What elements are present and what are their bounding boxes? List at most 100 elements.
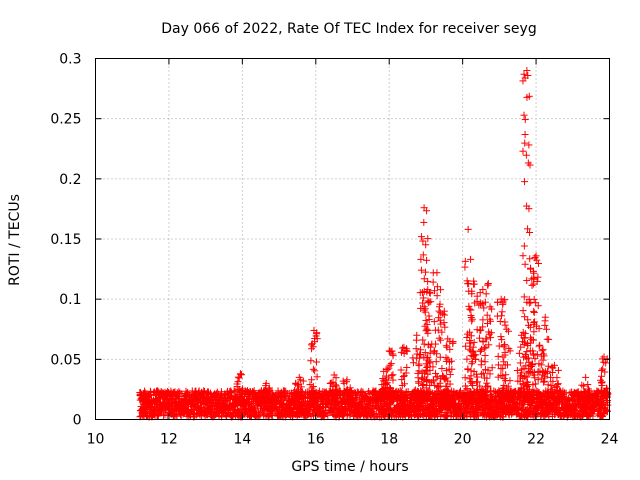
data-point xyxy=(541,321,549,329)
data-point xyxy=(521,313,529,321)
data-point xyxy=(420,218,428,226)
data-point xyxy=(420,340,428,348)
data-point xyxy=(176,389,184,397)
data-points xyxy=(136,67,612,421)
data-point xyxy=(470,338,478,346)
data-point xyxy=(412,345,420,353)
data-point xyxy=(313,358,321,366)
data-point xyxy=(468,315,476,323)
data-point xyxy=(449,339,457,347)
data-point xyxy=(525,141,533,149)
data-point xyxy=(462,342,470,350)
data-point xyxy=(494,352,502,360)
data-point xyxy=(419,294,427,302)
x-tick-label: 20 xyxy=(454,432,472,448)
data-point xyxy=(419,336,427,344)
data-point xyxy=(309,382,317,390)
data-point xyxy=(409,354,417,362)
y-tick-label: 0.3 xyxy=(59,52,81,68)
data-point xyxy=(521,139,529,147)
data-point xyxy=(530,295,538,303)
data-point xyxy=(484,281,492,289)
data-point xyxy=(472,378,480,386)
data-point xyxy=(225,393,233,401)
data-point xyxy=(436,353,444,361)
data-point xyxy=(477,326,485,334)
data-point xyxy=(486,334,494,342)
data-point xyxy=(467,367,475,375)
data-point xyxy=(520,111,528,119)
data-point xyxy=(545,335,553,343)
data-point xyxy=(516,359,524,367)
data-point xyxy=(521,178,529,186)
data-point xyxy=(521,116,529,124)
data-point xyxy=(578,381,586,389)
x-axis-label: GPS time / hours xyxy=(291,459,408,475)
data-point xyxy=(495,342,503,350)
data-point xyxy=(530,309,538,317)
y-tick-label: 0.15 xyxy=(50,232,81,248)
x-tick-label: 10 xyxy=(87,432,105,448)
x-tick-label: 18 xyxy=(380,432,398,448)
data-point xyxy=(478,357,486,365)
data-point xyxy=(548,368,556,376)
data-point xyxy=(501,318,509,326)
data-point xyxy=(482,290,490,298)
data-point xyxy=(423,256,431,264)
data-point xyxy=(597,372,605,380)
data-point xyxy=(539,356,547,364)
data-point xyxy=(421,308,429,316)
data-point xyxy=(584,381,592,389)
data-point xyxy=(461,263,469,271)
data-point xyxy=(519,307,527,315)
data-point xyxy=(307,341,315,349)
data-point xyxy=(437,286,445,294)
x-tick-label: 12 xyxy=(160,432,178,448)
data-point xyxy=(441,323,449,331)
data-point xyxy=(378,381,386,389)
data-point xyxy=(526,255,534,263)
y-tick-label: 0.1 xyxy=(59,292,81,308)
chart-title: Day 066 of 2022, Rate Of TEC Index for r… xyxy=(161,21,536,37)
data-point xyxy=(553,374,561,382)
data-point xyxy=(479,316,487,324)
data-point xyxy=(417,304,425,312)
data-point xyxy=(521,130,529,138)
data-point xyxy=(293,381,301,389)
peak-point xyxy=(532,252,540,260)
data-point xyxy=(470,280,478,288)
data-point xyxy=(437,320,445,328)
data-point xyxy=(497,333,505,341)
x-tick-label: 24 xyxy=(601,432,619,448)
data-point xyxy=(521,260,529,268)
data-point xyxy=(464,365,472,373)
data-point xyxy=(534,368,542,376)
data-point xyxy=(437,336,445,344)
data-point xyxy=(498,308,506,316)
data-point xyxy=(534,260,542,268)
data-point xyxy=(467,332,475,340)
data-point xyxy=(230,387,238,395)
y-axis-label: ROTI / TECUs xyxy=(7,194,23,286)
data-point xyxy=(520,242,528,250)
data-point xyxy=(250,387,258,395)
data-point xyxy=(519,147,527,155)
data-point xyxy=(528,281,536,289)
data-point xyxy=(429,269,437,277)
data-point xyxy=(420,303,428,311)
data-point xyxy=(422,316,430,324)
data-point xyxy=(412,336,420,344)
data-point xyxy=(497,312,505,320)
x-tick-label: 22 xyxy=(527,432,545,448)
data-point xyxy=(528,336,536,344)
y-tick-label: 0.05 xyxy=(50,352,81,368)
data-point xyxy=(307,357,315,365)
data-point xyxy=(308,376,316,384)
data-point xyxy=(446,370,454,378)
data-point xyxy=(152,404,160,412)
data-point xyxy=(524,316,532,324)
data-point xyxy=(530,307,538,315)
data-point xyxy=(429,278,437,286)
